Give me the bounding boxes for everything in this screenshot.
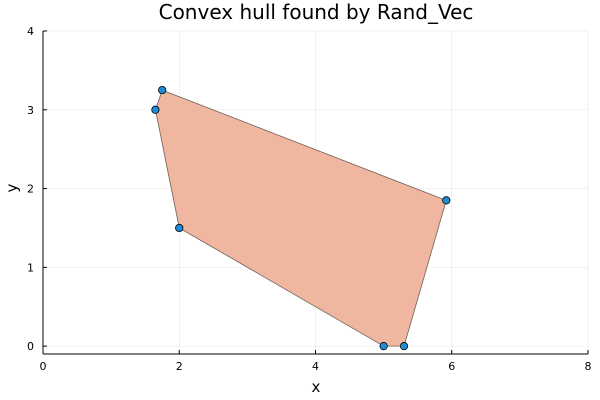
data-point bbox=[399, 342, 409, 351]
x-tick-label: 6 bbox=[448, 360, 455, 373]
hull-layer bbox=[154, 89, 447, 347]
y-tick-label: 0 bbox=[27, 340, 34, 353]
data-point bbox=[158, 85, 167, 95]
chart-title: Convex hull found by Rand_Vec bbox=[159, 0, 474, 24]
data-points bbox=[151, 85, 451, 351]
x-tick-label: 0 bbox=[40, 360, 47, 373]
data-point bbox=[151, 105, 160, 114]
x-axis-label: x bbox=[312, 378, 321, 396]
data-point bbox=[442, 196, 451, 205]
y-axis-label: y bbox=[3, 183, 21, 192]
y-tick-label: 4 bbox=[27, 25, 34, 38]
y-tick-label: 1 bbox=[27, 261, 34, 274]
x-tick-label: 2 bbox=[176, 360, 183, 373]
y-tick-label: 2 bbox=[27, 183, 34, 196]
grid-lines bbox=[42, 30, 589, 354]
data-point bbox=[379, 342, 388, 351]
x-tick-label: 8 bbox=[585, 360, 592, 373]
axes bbox=[42, 30, 589, 355]
x-tick-label: 4 bbox=[312, 360, 319, 373]
convex-hull-polygon bbox=[154, 89, 447, 347]
data-point bbox=[175, 223, 184, 233]
y-tick-label: 3 bbox=[27, 104, 34, 117]
tick-labels: 0 2 4 6 8 0 1 2 3 4 bbox=[27, 25, 592, 373]
